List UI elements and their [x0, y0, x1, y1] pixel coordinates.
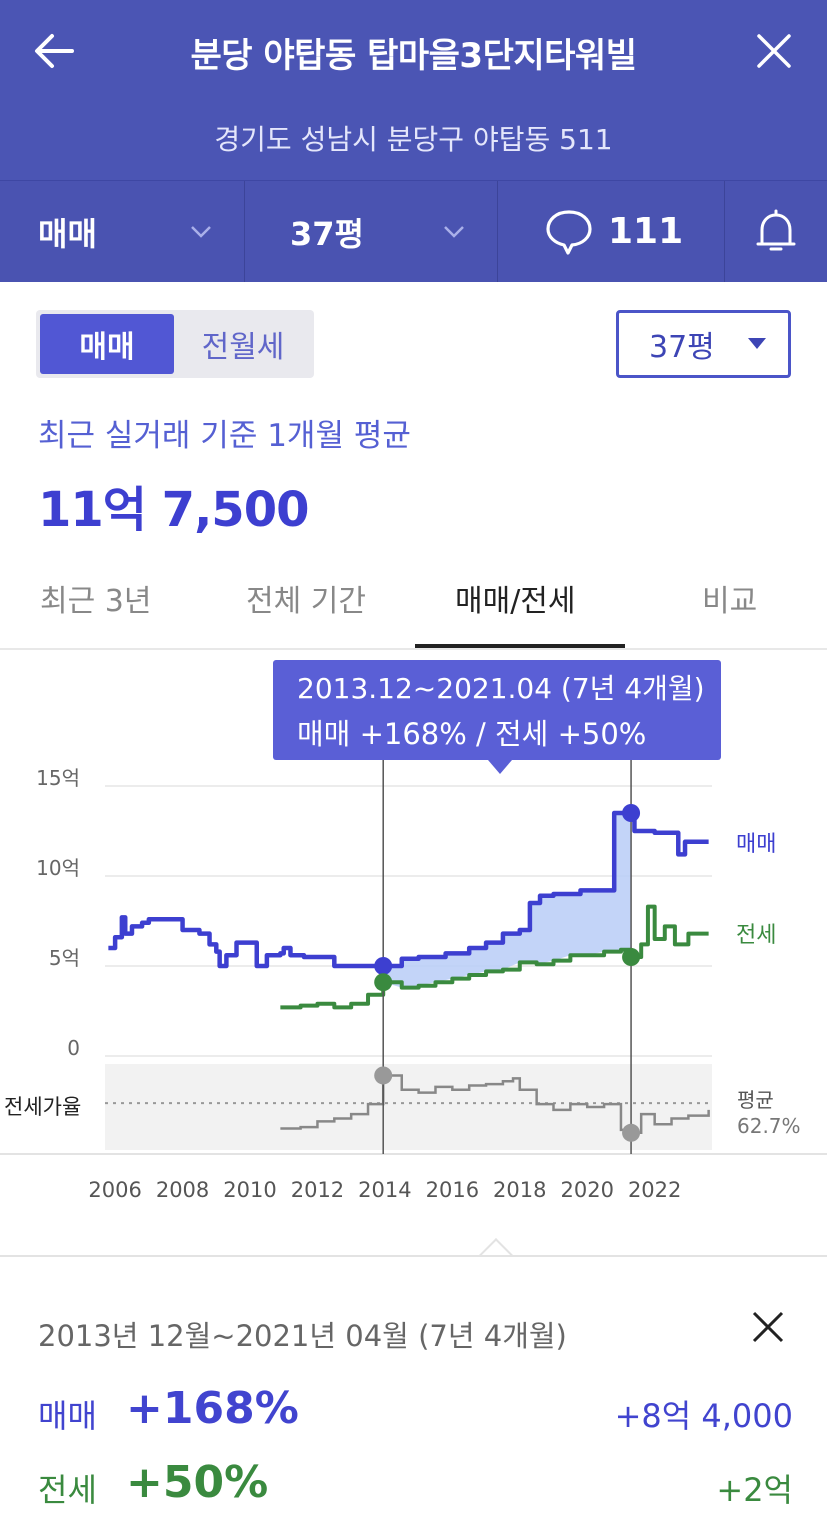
maemae-series-label: 매매 — [736, 832, 776, 857]
jeonse-marker-dot — [622, 948, 641, 966]
area-label: 37평 — [290, 214, 364, 253]
jeonse-line — [280, 904, 709, 1010]
ratio-axis-label: 전세가율 — [4, 1095, 81, 1119]
tooltip-change: 매매 +168% / 전세 +50% — [297, 717, 647, 751]
summary-row-maemae: 매매 +168% +8억 4,000 — [38, 1383, 793, 1443]
caret-down-icon — [748, 338, 766, 349]
comment-count: 111 — [608, 211, 684, 252]
chevron-down-icon — [191, 226, 211, 238]
back-button[interactable] — [28, 26, 84, 76]
deal-type-label: 매매 — [38, 214, 97, 253]
comments-button[interactable]: 111 — [498, 181, 724, 282]
toggle-jeonwolse[interactable]: 전월세 — [201, 330, 285, 365]
tab-maemae-jeonse[interactable]: 매매/전세 — [455, 584, 576, 619]
divider — [497, 181, 498, 282]
area-select-value: 37평 — [649, 330, 715, 365]
title-row: 분당 야탑동 탑마을3단지타워빌 — [0, 0, 827, 100]
speech-bubble-icon — [546, 209, 592, 255]
close-icon — [757, 34, 791, 68]
page-title: 분당 야탑동 탑마을3단지타워빌 — [190, 36, 637, 76]
ratio-line — [280, 1074, 710, 1135]
ratio-average-value: 62.7% — [737, 1114, 801, 1138]
alert-button[interactable] — [725, 181, 827, 282]
bell-icon — [756, 209, 796, 250]
tab-recent-3y[interactable]: 최근 3년 — [40, 584, 152, 619]
ratio-marker-dot — [374, 1066, 393, 1085]
tab-all-period[interactable]: 전체 기간 — [246, 584, 366, 619]
maemae-line — [108, 810, 709, 969]
y-tick-label: 10억 — [36, 856, 80, 880]
divider — [244, 181, 245, 282]
area-select[interactable]: 37평 — [616, 310, 791, 378]
close-icon — [752, 1311, 784, 1343]
tab-compare[interactable]: 비교 — [702, 584, 758, 619]
area-dropdown[interactable]: 37평 — [245, 181, 497, 282]
ratio-marker-dot — [622, 1123, 641, 1142]
summary-close-button[interactable] — [748, 1307, 788, 1347]
app-header: 분당 야탑동 탑마을3단지타워빌 경기도 성남시 분당구 야탑동 511 매매 … — [0, 0, 827, 282]
deal-type-dropdown[interactable]: 매매 — [0, 181, 244, 282]
maemae-marker-dot — [622, 804, 641, 822]
x-tick-label: 2008 — [156, 1178, 209, 1202]
address: 경기도 성남시 분당구 야탑동 511 — [214, 123, 613, 156]
period-tabs: 최근 3년 전체 기간 매매/전세 비교 — [0, 560, 827, 650]
x-tick-label: 2018 — [493, 1178, 546, 1202]
y-tick-label: 15억 — [36, 766, 80, 790]
x-tick-label: 2010 — [223, 1178, 276, 1202]
range-tooltip: 2013.12~2021.04 (7년 4개월) 매매 +168% / 전세 +… — [273, 660, 721, 760]
avg-price: 11억 7,500 — [38, 482, 309, 538]
summary-row-jeonse: 전세 +50% +2억 — [38, 1457, 793, 1517]
highlight-range-area — [383, 813, 632, 988]
tooltip-period: 2013.12~2021.04 (7년 4개월) — [297, 672, 705, 705]
avg-label: 최근 실거래 기준 1개월 평균 — [38, 418, 411, 454]
toggle-maemae[interactable]: 매매 — [40, 314, 174, 374]
summary-amount: +8억 4,000 — [614, 1397, 793, 1435]
summary-label: 매매 — [38, 1397, 97, 1435]
x-tick-label: 2016 — [426, 1178, 479, 1202]
summary-pct: +168% — [126, 1383, 299, 1434]
summary-pct: +50% — [126, 1457, 269, 1508]
ratio-band — [105, 1064, 712, 1150]
y-tick-label: 0 — [67, 1036, 80, 1060]
x-tick-label: 2006 — [88, 1178, 141, 1202]
x-tick-label: 2022 — [628, 1178, 681, 1202]
filter-bar: 매매 37평 111 — [0, 180, 827, 282]
arrow-left-icon — [35, 34, 74, 68]
close-button[interactable] — [749, 26, 799, 76]
range-summary-panel: 2013년 12월~2021년 04월 (7년 4개월) 매매 +168% +8… — [0, 1255, 827, 1535]
x-tick-label: 2020 — [561, 1178, 614, 1202]
summary-amount: +2억 — [716, 1471, 793, 1509]
chevron-down-icon — [444, 226, 464, 238]
divider — [724, 181, 725, 282]
ratio-average-label: 평균 — [737, 1088, 774, 1112]
price-chart[interactable]: 15억 10억 5억 0 2006 2008 2010 2012 2014 2016 2018 202… — [0, 652, 827, 1222]
deal-type-toggle: 매매 전월세 — [36, 310, 314, 378]
tooltip-arrow — [488, 760, 512, 774]
x-tick-label: 2012 — [291, 1178, 344, 1202]
x-tick-label: 2014 — [358, 1178, 411, 1202]
y-tick-label: 5억 — [49, 946, 80, 970]
jeonse-series-label: 전세 — [736, 923, 776, 948]
maemae-marker-dot — [374, 957, 393, 975]
summary-label: 전세 — [38, 1471, 97, 1509]
summary-period: 2013년 12월~2021년 04월 (7년 4개월) — [38, 1319, 567, 1353]
active-tab-indicator — [415, 644, 625, 648]
jeonse-marker-dot — [374, 973, 393, 992]
